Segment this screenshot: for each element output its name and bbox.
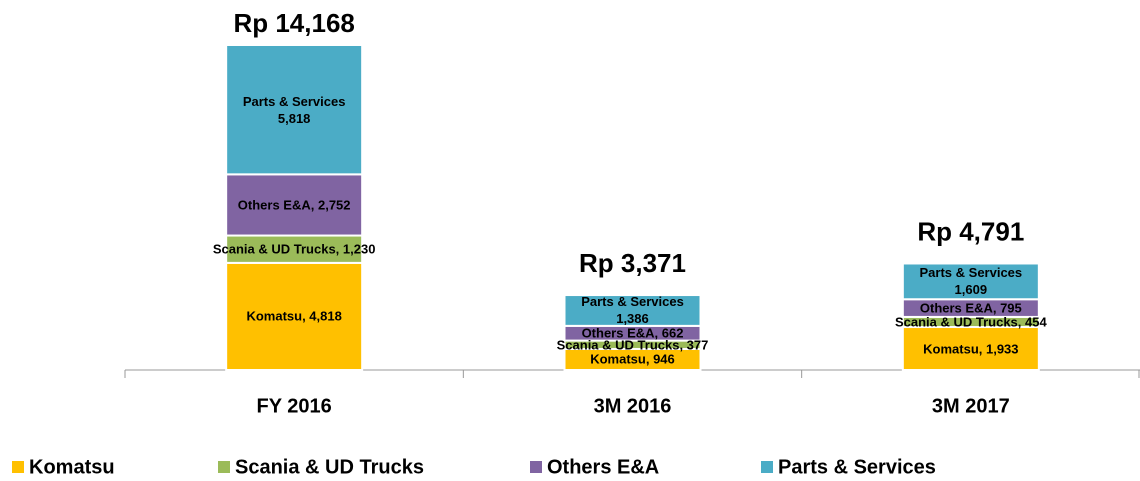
legend-label: Parts & Services [778,456,936,478]
data-label: Komatsu, 4,818 [246,308,342,324]
legend-label: Others E&A [547,456,659,478]
data-label: Scania & UD Trucks, 1,230 [212,241,376,257]
data-label: Parts & Services 5,818 [242,93,346,126]
x-tick-label: 3M 2017 [932,395,1010,417]
total-label: Rp 4,791 [917,216,1024,246]
bar-segment [563,294,702,327]
data-label: Scania & UD Trucks, 454 [894,314,1047,330]
legend-swatch [761,461,773,473]
total-label: Rp 14,168 [233,8,354,38]
x-tick-label: 3M 2016 [594,395,672,417]
data-label: Others E&A, 795 [919,300,1022,316]
legend-swatch [12,461,24,473]
data-label: Others E&A, 662 [581,325,684,341]
x-tick-label: FY 2016 [257,395,332,417]
data-label: Komatsu, 946 [590,351,675,367]
bar-segment [225,261,364,371]
data-label: Others E&A, 2,752 [237,197,351,213]
bar-segment [901,262,1040,301]
bar-segment [225,234,364,264]
legend-label: Komatsu [29,456,115,478]
bar-segment [225,43,364,176]
total-label: Rp 3,371 [579,248,686,278]
legend-swatch [530,461,542,473]
data-label: Parts & Services 1,609 [919,265,1023,298]
data-label: Komatsu, 1,933 [923,341,1019,356]
data-label: Parts & Services 1,386 [581,294,684,327]
bar-segment [901,326,1040,372]
data-label: Scania & UD Trucks, 377 [556,337,709,353]
legend-label: Scania & UD Trucks [235,456,424,478]
legend-swatch [218,461,230,473]
